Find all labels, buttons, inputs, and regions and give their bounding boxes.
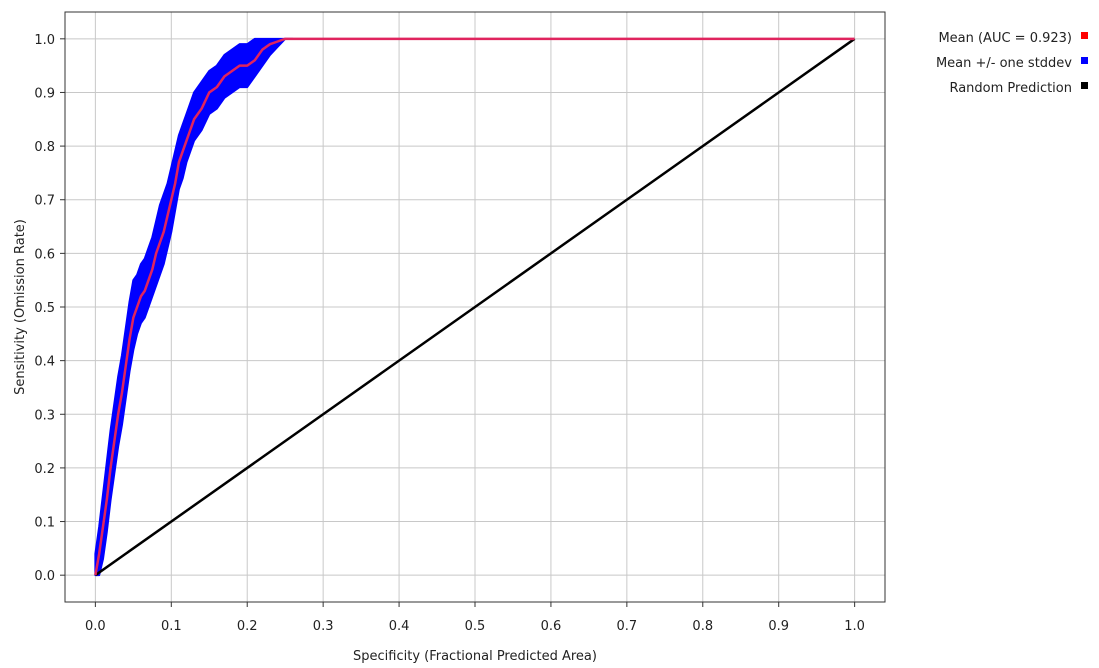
y-tick-label: 0.8	[34, 140, 55, 155]
x-tick-label: 0.0	[85, 619, 106, 634]
series-lines-layer	[94, 37, 856, 577]
y-axis-title: Sensitivity (Omission Rate)	[13, 219, 28, 395]
y-tick-label: 0.1	[34, 516, 55, 531]
x-tick-label: 0.9	[768, 619, 789, 634]
y-tick-label: 0.7	[34, 194, 55, 209]
y-tick-label: 0.2	[34, 462, 55, 477]
x-tick-label: 0.1	[161, 619, 182, 634]
y-tick-label: 0.3	[34, 408, 55, 423]
y-tick-label: 0.5	[34, 301, 55, 316]
legend-random-label: Random Prediction	[949, 81, 1072, 96]
y-tick-label: 0.6	[34, 247, 55, 262]
mean-roc-line	[94, 37, 855, 576]
x-tick-label: 0.4	[389, 619, 410, 634]
x-axis-ticks: 0.0 0.1 0.2 0.3 0.4 0.5 0.6 0.7 0.8 0.9 1.0	[85, 602, 865, 634]
legend-stddev-label: Mean +/- one stddev	[936, 56, 1072, 71]
y-tick-label: 0.0	[34, 569, 55, 584]
y-tick-label: 0.9	[34, 86, 55, 101]
x-tick-label: 1.0	[844, 619, 865, 634]
random-prediction-line	[94, 37, 856, 577]
y-axis-ticks: 0.0 0.1 0.2 0.3 0.4 0.5 0.6 0.7 0.8 0.9 1.0	[34, 33, 65, 584]
legend: Mean (AUC = 0.923) Mean +/- one stddev Ran…	[936, 31, 1088, 96]
legend-random-swatch	[1081, 82, 1088, 89]
x-tick-label: 0.6	[541, 619, 562, 634]
y-tick-label: 0.4	[34, 355, 55, 370]
legend-mean-label: Mean (AUC = 0.923)	[938, 31, 1072, 46]
x-tick-label: 0.3	[313, 619, 334, 634]
legend-stddev-swatch	[1081, 57, 1088, 64]
x-tick-label: 0.2	[237, 619, 258, 634]
legend-mean-swatch	[1081, 32, 1088, 39]
x-tick-label: 0.8	[692, 619, 713, 634]
x-tick-label: 0.7	[617, 619, 638, 634]
y-tick-label: 1.0	[34, 33, 55, 48]
x-tick-label: 0.5	[465, 619, 486, 634]
x-axis-title: Specificity (Fractional Predicted Area)	[353, 649, 597, 664]
